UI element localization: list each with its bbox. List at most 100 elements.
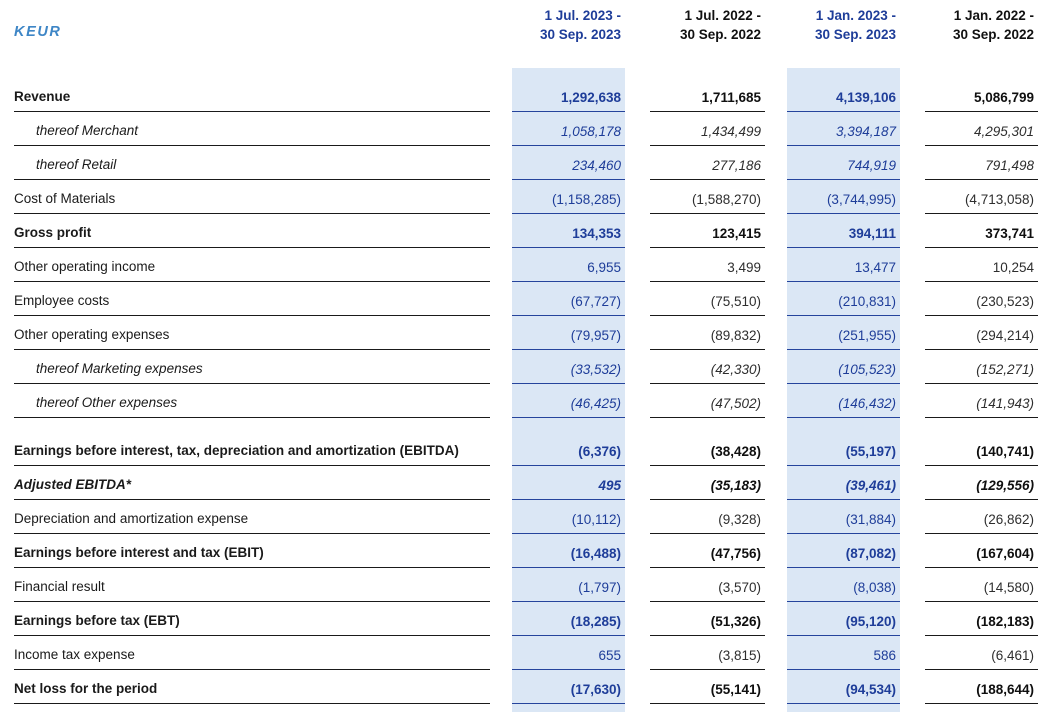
column-highlight-spacer-bottom <box>14 704 1038 712</box>
value-cell: 4,295,301 <box>925 112 1038 146</box>
column-gap <box>490 636 512 670</box>
column-gap <box>490 282 512 316</box>
table-row: Gross profit 134,353 123,415 394,111 373,741 <box>14 214 1038 248</box>
value-cell: (105,523) <box>787 350 900 384</box>
column-gap <box>625 248 650 282</box>
value-cell: (1,797) <box>512 568 625 602</box>
table-row: Depreciation and amortization expense (10… <box>14 500 1038 534</box>
column-gap <box>900 112 925 146</box>
column-gap <box>765 180 787 214</box>
column-header-line1: 1 Jan. 2023 - <box>815 8 896 23</box>
row-label: Gross profit <box>14 214 490 248</box>
column-gap <box>490 670 512 704</box>
row-label: Adjusted EBITDA* <box>14 466 490 500</box>
column-gap <box>900 316 925 350</box>
table-row: Financial result (1,797) (3,570) (8,038) (14… <box>14 568 1038 602</box>
column-gap <box>900 78 925 112</box>
value-cell: (146,432) <box>787 384 900 418</box>
value-cell: (3,815) <box>650 636 765 670</box>
column-gap <box>900 568 925 602</box>
value-cell: (230,523) <box>925 282 1038 316</box>
value-cell: 1,058,178 <box>512 112 625 146</box>
row-label: Depreciation and amortization expense <box>14 500 490 534</box>
column-gap <box>900 180 925 214</box>
row-label: Earnings before interest, tax, depreciat… <box>14 418 490 466</box>
column-gap <box>625 180 650 214</box>
column-gap <box>765 534 787 568</box>
column-gap <box>765 636 787 670</box>
column-gap <box>625 466 650 500</box>
column-gap <box>765 78 787 112</box>
value-cell: 6,955 <box>512 248 625 282</box>
value-cell: (42,330) <box>650 350 765 384</box>
value-cell: 495 <box>512 466 625 500</box>
column-header-line2: 30 Sep. 2023 <box>814 27 896 42</box>
column-gap <box>900 534 925 568</box>
value-cell: 744,919 <box>787 146 900 180</box>
value-cell: (26,862) <box>925 500 1038 534</box>
column-gap <box>490 466 512 500</box>
table-row: thereof Retail 234,460 277,186 744,919 791,4… <box>14 146 1038 180</box>
column-header-q3-2022: 1 Jul. 2022 - 30 Sep. 2022 <box>650 0 765 48</box>
column-gap <box>625 78 650 112</box>
value-cell: 3,394,187 <box>787 112 900 146</box>
table-row: Earnings before tax (EBT) (18,285) (51,326… <box>14 602 1038 636</box>
table-row: Cost of Materials (1,158,285) (1,588,270) (… <box>14 180 1038 214</box>
column-gap <box>765 670 787 704</box>
column-gap <box>490 500 512 534</box>
value-cell: 586 <box>787 636 900 670</box>
value-cell: 1,434,499 <box>650 112 765 146</box>
column-gap <box>625 146 650 180</box>
column-gap <box>765 214 787 248</box>
value-cell: (79,957) <box>512 316 625 350</box>
unit-label: KEUR <box>14 24 62 40</box>
row-label: thereof Marketing expenses <box>14 350 490 384</box>
row-label: Employee costs <box>14 282 490 316</box>
table-row: Employee costs (67,727) (75,510) (210,831) (… <box>14 282 1038 316</box>
value-cell: (6,376) <box>512 418 625 466</box>
column-header-9m-2023: 1 Jan. 2023 - 30 Sep. 2023 <box>787 0 900 48</box>
highlight-block <box>512 704 625 712</box>
value-cell: (3,744,995) <box>787 180 900 214</box>
table-header-row: KEUR 1 Jul. 2023 - 30 Sep. 2023 1 Jul. 2… <box>14 0 1038 48</box>
column-gap <box>625 534 650 568</box>
column-gap <box>625 214 650 248</box>
value-cell: 10,254 <box>925 248 1038 282</box>
financial-table: KEUR 1 Jul. 2023 - 30 Sep. 2023 1 Jul. 2… <box>14 0 1038 712</box>
table-row: Other operating income 6,955 3,499 13,477 10… <box>14 248 1038 282</box>
column-gap <box>900 0 925 48</box>
value-cell: (251,955) <box>787 316 900 350</box>
column-header-q3-2023: 1 Jul. 2023 - 30 Sep. 2023 <box>512 0 625 48</box>
value-cell: (67,727) <box>512 282 625 316</box>
row-label: Revenue <box>14 78 490 112</box>
value-cell: (94,534) <box>787 670 900 704</box>
column-gap <box>900 282 925 316</box>
value-cell: 3,499 <box>650 248 765 282</box>
column-header-9m-2022: 1 Jan. 2022 - 30 Sep. 2022 <box>925 0 1038 48</box>
value-cell: (89,832) <box>650 316 765 350</box>
value-cell: (3,570) <box>650 568 765 602</box>
column-gap <box>625 316 650 350</box>
column-gap <box>765 112 787 146</box>
value-cell: 655 <box>512 636 625 670</box>
value-cell: (188,644) <box>925 670 1038 704</box>
value-cell: 1,292,638 <box>512 78 625 112</box>
column-header-line2: 30 Sep. 2022 <box>679 27 761 42</box>
column-gap <box>900 350 925 384</box>
highlight-block <box>512 68 625 78</box>
column-gap <box>900 602 925 636</box>
column-gap <box>765 602 787 636</box>
column-header-line1: 1 Jul. 2022 - <box>684 8 761 23</box>
column-gap <box>490 112 512 146</box>
value-cell: 277,186 <box>650 146 765 180</box>
value-cell: (1,588,270) <box>650 180 765 214</box>
value-cell: (6,461) <box>925 636 1038 670</box>
value-cell: (294,214) <box>925 316 1038 350</box>
column-gap <box>625 636 650 670</box>
highlight-block <box>787 704 900 712</box>
value-cell: (75,510) <box>650 282 765 316</box>
column-gap <box>625 350 650 384</box>
column-gap <box>490 568 512 602</box>
value-cell: (47,502) <box>650 384 765 418</box>
table-row: thereof Merchant 1,058,178 1,434,499 3,394,… <box>14 112 1038 146</box>
